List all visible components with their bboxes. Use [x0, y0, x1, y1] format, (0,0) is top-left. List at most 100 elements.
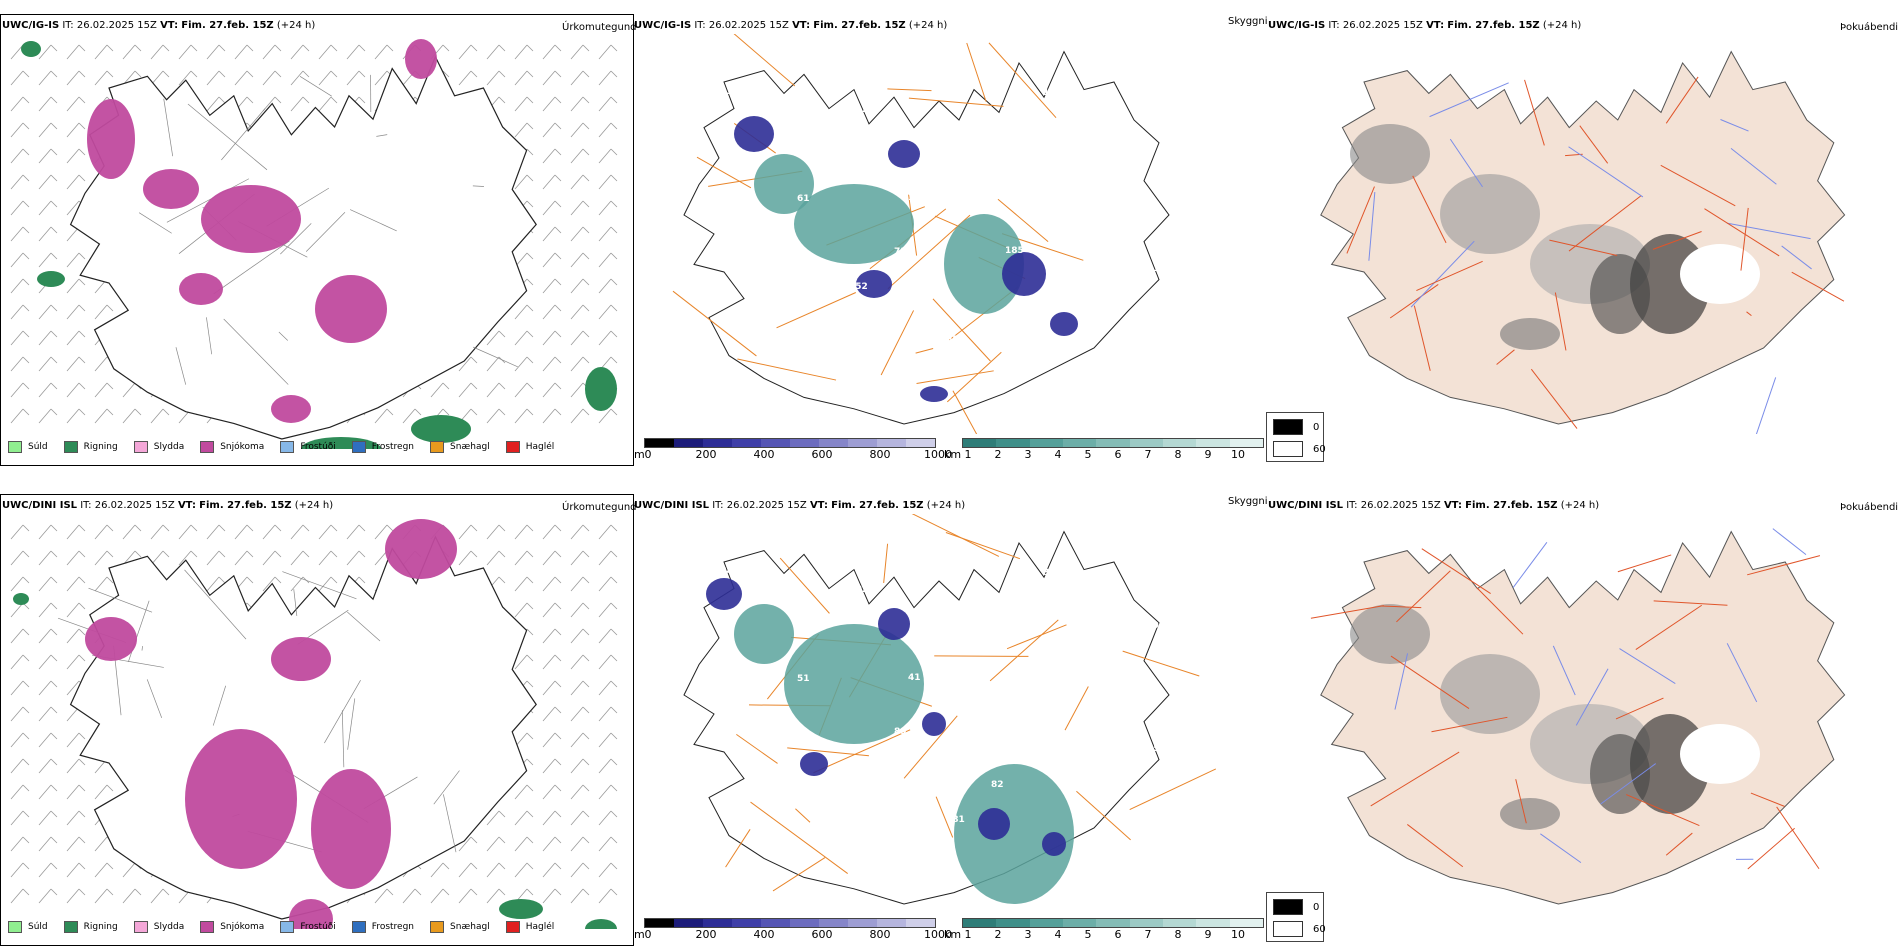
- low-visibility-area: [944, 214, 1024, 314]
- visibility-value-label: 250: [759, 352, 778, 362]
- wind-barb-icon: [542, 200, 562, 216]
- wind-barb-icon: [486, 524, 506, 540]
- legend-label: Frostregn: [371, 922, 415, 932]
- model-name: UWC/DINI ISL: [1268, 500, 1344, 511]
- wind-barb-icon: [38, 784, 58, 800]
- wind-barb-icon: [486, 836, 506, 852]
- wind-barb-icon: [66, 524, 86, 540]
- visibility-value-label: 658: [946, 335, 965, 345]
- low-cloudbase-area: [978, 808, 1010, 840]
- visibility-value-label: 29: [811, 140, 824, 150]
- vis-panel-title: Skyggni: [1228, 16, 1268, 27]
- glacier-area: [1680, 724, 1760, 784]
- wind-barb-icon: [598, 524, 618, 540]
- legend-swatch: [8, 921, 22, 933]
- wind-barb-icon: [206, 44, 226, 60]
- wind-barb-icon: [10, 278, 30, 294]
- wind-barb-icon: [486, 44, 506, 60]
- wind-barb-icon: [514, 862, 534, 878]
- init-time-value: 26.02.2025 15Z: [726, 500, 807, 511]
- visibility-value-label: 88: [1005, 726, 1018, 736]
- legend-item: Haglél: [505, 921, 554, 933]
- visibility-value-label: 96: [1140, 141, 1153, 151]
- snow-area: [271, 637, 331, 681]
- visibility-value-label: 107: [901, 850, 920, 860]
- colorbar-tick: 0: [644, 928, 652, 941]
- wind-barb-icon: [318, 44, 338, 60]
- init-time-value: 26.02.2025 15Z: [708, 20, 789, 31]
- legend-label: 0: [1313, 901, 1320, 913]
- wind-barb-icon: [38, 628, 58, 644]
- wind-barb-icon: [570, 200, 590, 216]
- wind-barb-icon: [38, 200, 58, 216]
- fog-area: [1500, 318, 1560, 350]
- wind-barb-icon: [10, 174, 30, 190]
- vis-panel-header: UWC/IG-IS IT: 26.02.2025 15Z VT: Fim. 27…: [634, 20, 947, 31]
- wind-barb-icon: [570, 576, 590, 592]
- wind-barb-icon: [66, 628, 86, 644]
- low-visibility-area: [784, 624, 924, 744]
- valid-time-value: Fim. 27.feb. 15Z: [831, 500, 924, 511]
- wind-barb-icon: [262, 576, 282, 592]
- wind-barb-icon: [122, 44, 142, 60]
- legend-item: Snjókoma: [200, 441, 264, 453]
- low-cloudbase-area: [1050, 312, 1078, 336]
- wind-barb-icon: [598, 706, 618, 722]
- legend-swatch: [63, 441, 78, 453]
- wind-barb-icon: [542, 524, 562, 540]
- colorbar-cell: [1162, 439, 1197, 447]
- rain-area: [499, 899, 543, 919]
- legend-label: Snæhagl: [450, 442, 490, 452]
- visibility-value-label: 46: [804, 317, 817, 327]
- wind-barb-icon: [570, 70, 590, 86]
- wind-barb-icon: [402, 888, 422, 904]
- wind-barb-icon: [514, 174, 534, 190]
- wind-barb-icon: [346, 550, 366, 566]
- wind-barb-icon: [178, 44, 198, 60]
- low-cloudbase-area: [888, 140, 920, 168]
- wind-barb-icon: [38, 252, 58, 268]
- model-name: UWC/IG-IS: [634, 20, 692, 31]
- wind-barb-icon: [66, 44, 86, 60]
- valid-time-label: VT:: [160, 20, 179, 31]
- visibility-value-label: 22: [1102, 299, 1115, 309]
- wind-barb-icon: [514, 550, 534, 566]
- wind-barb-icon: [570, 524, 590, 540]
- low-visibility-area: [954, 764, 1074, 904]
- vis-panel-title: Skyggni: [1228, 496, 1268, 507]
- wind-barb-icon: [514, 122, 534, 138]
- fog-index-map: [1320, 50, 1846, 434]
- wind-barb-icon: [262, 70, 282, 86]
- wind-barb-icon: [10, 304, 30, 320]
- colorbar-cell: [645, 919, 674, 927]
- wind-barb-icon: [402, 408, 422, 424]
- wind-barb-icon: [514, 356, 534, 372]
- wind-barb-icon: [66, 96, 86, 112]
- fog-panel-header: UWC/IG-IS IT: 26.02.2025 15Z VT: Fim. 27…: [1268, 20, 1581, 31]
- wind-barb-icon: [38, 654, 58, 670]
- lead-time: (+24 h): [1542, 20, 1582, 31]
- wind-barb-icon: [66, 278, 86, 294]
- legend-item: Súld: [8, 441, 48, 453]
- wind-barb-icon: [94, 44, 114, 60]
- wind-barb-icon: [598, 628, 618, 644]
- wind-barb-icon: [514, 304, 534, 320]
- low-visibility-area: [754, 154, 814, 214]
- legend-swatch: [505, 921, 520, 933]
- wind-barb-icon: [10, 148, 30, 164]
- legend-item: Frostúði: [280, 921, 336, 933]
- low-cloudbase-area: [878, 608, 910, 640]
- valid-time-label: VT:: [792, 20, 811, 31]
- wind-barb-icon: [542, 706, 562, 722]
- wind-barb-icon: [374, 408, 394, 424]
- wind-barb-icon: [570, 148, 590, 164]
- wind-barb-icon: [514, 654, 534, 670]
- init-time-label: IT:: [694, 20, 706, 31]
- colorbar-cell: [761, 919, 790, 927]
- model-name: UWC/DINI ISL: [634, 500, 710, 511]
- snow-area: [201, 185, 301, 253]
- legend-swatch: [351, 921, 366, 933]
- colorbar-tick: 3: [1024, 448, 1032, 461]
- colorbar-cell: [1229, 439, 1263, 447]
- snow-area: [143, 169, 199, 209]
